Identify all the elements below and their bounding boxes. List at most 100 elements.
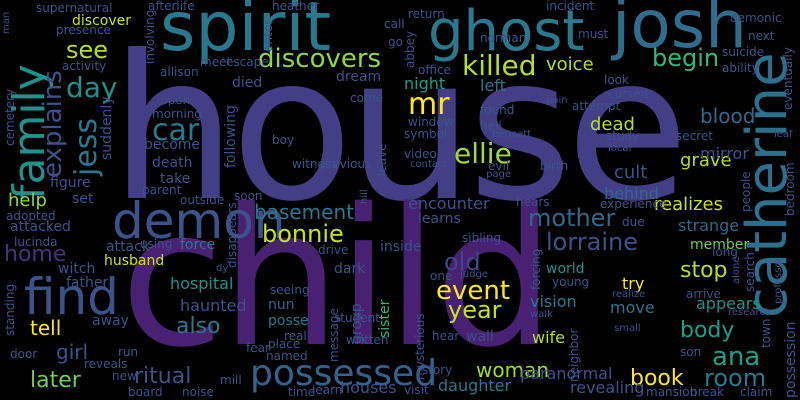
word-set: set: [72, 191, 94, 207]
word-dark: dark: [334, 261, 366, 277]
word-return: return: [408, 7, 445, 21]
word-begin: begin: [652, 44, 720, 72]
word-named: named: [266, 349, 308, 363]
word-cursed: cursed: [608, 87, 649, 101]
word-behind: behind: [604, 184, 659, 203]
word-wife: wife: [532, 328, 566, 347]
word-new: new: [112, 369, 137, 383]
word-reveals: reveals: [84, 357, 128, 371]
word-ana: ana: [712, 342, 761, 372]
word-girl: girl: [56, 340, 89, 364]
word-mother: mother: [528, 204, 616, 232]
word-mansion: mansion: [646, 385, 698, 399]
word-spirit: spirit: [160, 0, 331, 67]
word-later: later: [30, 368, 81, 393]
word-possession: possession: [783, 321, 799, 398]
word-basement: basement: [254, 200, 354, 224]
word-come: come: [350, 91, 384, 105]
word-window: window: [408, 115, 454, 129]
word-inside: inside: [380, 239, 422, 255]
word-run: run: [118, 345, 139, 359]
word-jess: jess: [69, 117, 104, 176]
word-bedroom: bedroom: [783, 162, 797, 216]
word-figure: figure: [50, 175, 91, 191]
word-tell: tell: [30, 316, 62, 340]
word-video: video: [404, 147, 437, 161]
word-year: year: [448, 296, 502, 324]
word-lucinda: lucinda: [14, 235, 58, 249]
word-dead: dead: [590, 114, 635, 135]
word-father: father: [66, 275, 109, 291]
word-ellie: ellie: [454, 137, 512, 170]
word-cemetery: cemetery: [3, 88, 17, 146]
word-eventually: eventually: [781, 47, 795, 110]
word-world: world: [546, 261, 585, 277]
word-stop: stop: [680, 258, 728, 283]
word-lorraine: lorraine: [546, 228, 639, 256]
word-afterlife: afterlife: [148, 0, 195, 13]
word-appears: appears: [696, 294, 761, 313]
word-time: time: [288, 385, 316, 399]
word-blood: blood: [700, 104, 756, 128]
word-alone: alone: [731, 256, 742, 284]
word-presence: presence: [56, 23, 111, 37]
word-morning: morning: [152, 107, 202, 121]
word-break: break: [690, 385, 724, 399]
word-strange: strange: [678, 216, 740, 235]
word-hell: hell: [480, 119, 502, 133]
word-force: force: [180, 237, 216, 253]
word-man: man: [1, 11, 12, 34]
word-sibling: sibling: [462, 231, 502, 245]
word-become: become: [144, 137, 201, 153]
word-door: door: [10, 347, 38, 361]
word-arrive: arrive: [686, 287, 721, 301]
word-away: away: [92, 313, 129, 329]
word-soon: soon: [234, 189, 263, 203]
word-attacked: attacked: [10, 219, 71, 235]
word-escape: escape: [226, 55, 269, 69]
word-long: long: [712, 245, 738, 259]
word-attempt: attempt: [572, 99, 621, 113]
word-bennett: bennett: [492, 129, 532, 140]
word-fear: fear: [246, 341, 270, 355]
word-outside: outside: [180, 193, 225, 207]
word-old: old: [444, 248, 481, 276]
word-drive: drive: [318, 243, 349, 257]
word-walk: walk: [530, 309, 553, 320]
word-home: home: [4, 242, 67, 267]
word-allison: allison: [160, 65, 199, 79]
word-involving: involving: [143, 9, 157, 64]
word-upon: upon: [160, 93, 191, 107]
word-day: day: [66, 71, 118, 104]
word-revealing: revealing: [570, 378, 645, 397]
word-visit: visit: [404, 383, 429, 397]
word-hill: hill: [359, 189, 370, 204]
word-standing: standing: [3, 283, 17, 336]
word-neighbor: neighbor: [567, 328, 581, 382]
word-also: also: [176, 314, 221, 339]
word-noise: noise: [182, 385, 214, 399]
word-member: member: [690, 237, 750, 253]
word-ritual: ritual: [134, 364, 192, 389]
word-secret: secret: [676, 129, 713, 143]
word-learns: learns: [418, 211, 461, 227]
word-study: study: [606, 129, 640, 143]
word-due: due: [622, 215, 645, 229]
word-office: office: [418, 63, 451, 77]
word-leaf: leaf: [774, 129, 793, 140]
word-book: book: [630, 366, 684, 391]
word-woman: woman: [476, 358, 550, 382]
word-paranormal: paranormal: [520, 364, 613, 383]
word-disappears: disappears: [225, 202, 239, 268]
word-board: board: [128, 385, 163, 399]
word-take: take: [160, 171, 191, 187]
word-encounter: encounter: [408, 194, 490, 213]
word-mysterious: mysterious: [413, 313, 427, 380]
word-demon: demon: [112, 192, 286, 250]
word-dream: dream: [336, 69, 382, 85]
word-claim: claim: [740, 385, 773, 399]
word-help: help: [8, 190, 47, 211]
word-demonic: demonic: [730, 11, 782, 25]
word-town: town: [759, 318, 773, 348]
